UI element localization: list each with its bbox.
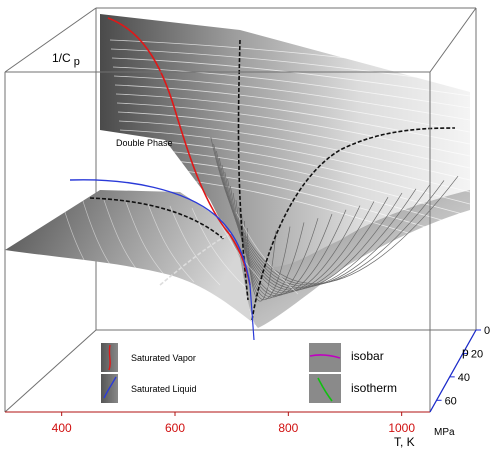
region-label-double-phase: Double Phase <box>116 138 173 148</box>
surface-line <box>120 138 471 205</box>
p-tick-label: 40 <box>458 372 470 384</box>
legend-label-isobar: isobar <box>351 349 384 363</box>
x-tick-label: 1000 <box>388 421 415 435</box>
surface-grid-lines-well <box>210 136 459 302</box>
surface-grid-lines-back <box>109 39 471 253</box>
z-axis-label: 1/C p <box>52 51 80 68</box>
surface-line <box>116 102 471 157</box>
x-tick-label: 400 <box>52 421 72 435</box>
saturated-vapor-curve <box>107 17 251 286</box>
surface-line <box>191 207 247 289</box>
critical-tail <box>249 284 255 341</box>
legend: Saturated Vapor Saturated Liquid isobar … <box>101 343 397 403</box>
surface-line <box>59 195 91 271</box>
surface-line <box>117 111 471 169</box>
surface-line <box>118 120 471 181</box>
legend-item-saturated-vapor: Saturated Vapor <box>101 343 196 372</box>
isobar-dashed-curve-left <box>89 197 226 241</box>
surface-line <box>121 147 471 217</box>
x-axis-ticks: 400 600 800 1000 <box>52 412 415 435</box>
isobar-dashed-curve-low <box>159 231 233 286</box>
surface-line <box>169 205 221 286</box>
p-axis-label: p <box>462 345 469 359</box>
surface-grid-lines-front <box>59 195 299 295</box>
x-tick-label: 600 <box>165 421 185 435</box>
p-tick-label: 60 <box>445 395 457 407</box>
surface-contour <box>210 136 459 284</box>
legend-label-saturated-liquid: Saturated Liquid <box>131 384 197 394</box>
legend-item-isotherm: isotherm <box>309 374 397 403</box>
p-axis-unit: MPa <box>434 427 455 438</box>
saturated-liquid-curve <box>69 179 251 286</box>
surface-line <box>125 201 169 280</box>
p-axis-line <box>429 329 477 413</box>
dashed-curves <box>89 39 456 321</box>
surface-line <box>113 75 471 121</box>
p-tick-label: 20 <box>471 348 483 360</box>
legend-label-saturated-vapor: Saturated Vapor <box>131 353 196 363</box>
surface-line <box>81 197 117 274</box>
surface-line <box>109 39 471 73</box>
z-axis-label-main: 1/C <box>52 51 71 65</box>
z-axis-label-sub: p <box>74 56 80 68</box>
legend-label-isotherm: isotherm <box>351 381 397 395</box>
surface-line <box>103 199 143 277</box>
surface-line <box>111 57 471 97</box>
surface-line <box>115 93 471 145</box>
surface-line <box>147 203 195 283</box>
x-tick-label: 800 <box>278 421 298 435</box>
surface-line <box>112 66 471 109</box>
surface-front-sheet <box>5 190 252 322</box>
box-back-edges <box>95 7 477 331</box>
isotherm-dashed-curve <box>237 39 249 301</box>
surface-line <box>122 156 471 229</box>
surface-line <box>110 48 471 85</box>
surface-line <box>235 211 299 295</box>
legend-item-saturated-liquid: Saturated Liquid <box>101 374 197 403</box>
surface-line <box>114 84 471 133</box>
legend-item-isobar: isobar <box>309 343 384 372</box>
x-axis-label: T, K <box>394 435 415 449</box>
surface-line <box>119 129 471 193</box>
surface-line <box>123 165 471 241</box>
p-tick-label: 0 <box>484 325 490 337</box>
surface-line <box>124 174 471 253</box>
surface-contour <box>246 227 277 302</box>
